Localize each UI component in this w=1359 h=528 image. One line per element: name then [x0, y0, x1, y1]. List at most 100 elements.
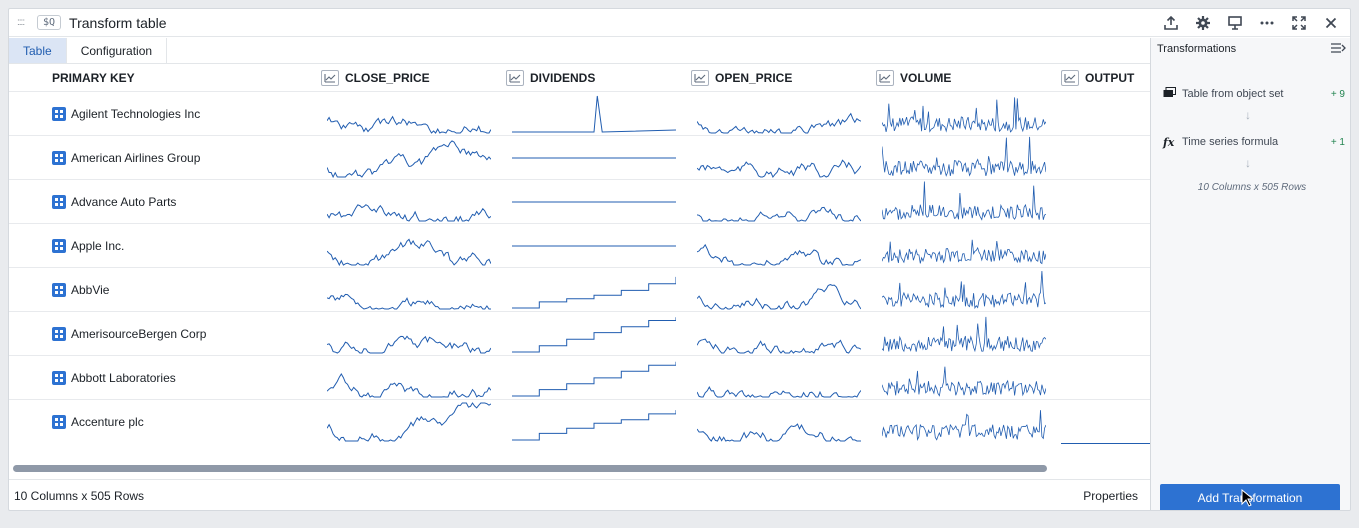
- primary-key-cell[interactable]: Advance Auto Parts: [52, 180, 176, 224]
- object-icon: [52, 151, 66, 165]
- primary-key-cell[interactable]: AmerisourceBergen Corp: [52, 312, 206, 356]
- table-row[interactable]: Agilent Technologies Inc: [9, 91, 1150, 136]
- table-row[interactable]: Abbott Laboratories: [9, 355, 1150, 400]
- step-count: + 9: [1330, 88, 1345, 100]
- sparkline[interactable]: [327, 224, 491, 268]
- object-icon: [52, 239, 66, 253]
- line-chart-icon: [691, 70, 709, 86]
- sparkline-series: [512, 95, 676, 133]
- collapse-panel-icon[interactable]: [1330, 42, 1346, 57]
- drag-handle-icon[interactable]: ::::: [17, 17, 25, 28]
- sparkline[interactable]: [512, 136, 676, 180]
- tab-table[interactable]: Table: [9, 38, 67, 63]
- sparkline-series: [327, 373, 491, 398]
- upload-icon[interactable]: [1160, 12, 1182, 34]
- sparkline[interactable]: [512, 356, 676, 400]
- sparkline[interactable]: [1061, 92, 1150, 136]
- sparkline[interactable]: [512, 180, 676, 224]
- step-table-from-object-set[interactable]: Table from object set + 9: [1163, 85, 1345, 103]
- sparkline[interactable]: [327, 180, 491, 224]
- column-header-output[interactable]: OUTPUT: [1061, 65, 1134, 91]
- sparkline[interactable]: [327, 400, 491, 444]
- sparkline[interactable]: [697, 312, 861, 356]
- title-actions: [1160, 9, 1342, 37]
- sparkline[interactable]: [882, 224, 1046, 268]
- primary-key-cell[interactable]: Abbott Laboratories: [52, 356, 176, 400]
- line-chart-icon: [1061, 70, 1079, 86]
- primary-key-cell[interactable]: Agilent Technologies Inc: [52, 92, 200, 136]
- sparkline[interactable]: [327, 356, 491, 400]
- properties-button[interactable]: Properties: [1083, 489, 1138, 503]
- sparkline[interactable]: [697, 268, 861, 312]
- sparkline[interactable]: [327, 312, 491, 356]
- sparkline[interactable]: [882, 180, 1046, 224]
- table-row[interactable]: Apple Inc.: [9, 223, 1150, 268]
- sparkline[interactable]: [327, 268, 491, 312]
- sparkline-series: [697, 386, 861, 398]
- primary-key-cell[interactable]: Apple Inc.: [52, 224, 124, 268]
- table-row[interactable]: American Airlines Group: [9, 135, 1150, 180]
- primary-key-label: Accenture plc: [71, 415, 144, 429]
- column-header-open-price[interactable]: OPEN_PRICE: [691, 65, 792, 91]
- column-header-dividends[interactable]: DIVIDENDS: [506, 65, 595, 91]
- primary-key-header[interactable]: PRIMARY KEY: [52, 71, 135, 85]
- sparkline[interactable]: [512, 400, 676, 444]
- gear-icon[interactable]: [1192, 12, 1214, 34]
- sparkline-series: [697, 243, 861, 266]
- presentation-icon[interactable]: [1224, 12, 1246, 34]
- sparkline[interactable]: [512, 92, 676, 136]
- object-icon: [52, 415, 66, 429]
- table-row[interactable]: AbbVie: [9, 267, 1150, 312]
- column-header-volume[interactable]: VOLUME: [876, 65, 951, 91]
- sparkline[interactable]: [697, 356, 861, 400]
- arrow-down-icon: ↓: [1245, 108, 1251, 122]
- close-icon[interactable]: [1320, 12, 1342, 34]
- step-time-series-formula[interactable]: fx Time series formula + 1: [1163, 133, 1345, 151]
- sparkline-series: [327, 204, 491, 223]
- sparkline[interactable]: [882, 356, 1046, 400]
- table-row[interactable]: Accenture plc: [9, 399, 1150, 444]
- arrow-down-icon: ↓: [1245, 156, 1251, 170]
- sparkline[interactable]: [882, 400, 1046, 444]
- mouse-cursor-icon: [1241, 489, 1253, 507]
- primary-key-cell[interactable]: Accenture plc: [52, 400, 144, 444]
- sparkline[interactable]: [882, 312, 1046, 356]
- sparkline[interactable]: [327, 92, 491, 136]
- transformations-panel: Transformations Table from object set + …: [1150, 38, 1350, 510]
- column-header-close-price[interactable]: CLOSE_PRICE: [321, 65, 430, 91]
- sparkline[interactable]: [1061, 136, 1150, 180]
- sparkline-series: [327, 238, 491, 267]
- sparkline[interactable]: [882, 268, 1046, 312]
- sparkline[interactable]: [1061, 312, 1150, 356]
- sparkline[interactable]: [1061, 268, 1150, 312]
- sparkline[interactable]: [1061, 180, 1150, 224]
- sparkline[interactable]: [512, 268, 676, 312]
- sparkline-series: [512, 410, 676, 441]
- sparkline[interactable]: [697, 180, 861, 224]
- horizontal-scrollbar[interactable]: [13, 465, 1047, 472]
- sparkline[interactable]: [697, 136, 861, 180]
- sparkline-series: [882, 97, 1046, 133]
- sparkline[interactable]: [327, 136, 491, 180]
- more-icon[interactable]: [1256, 12, 1278, 34]
- table-row[interactable]: AmerisourceBergen Corp: [9, 311, 1150, 356]
- sparkline[interactable]: [697, 400, 861, 444]
- sparkline[interactable]: [512, 224, 676, 268]
- primary-key-cell[interactable]: American Airlines Group: [52, 136, 200, 180]
- sparkline-series: [697, 423, 861, 442]
- sparkline[interactable]: [697, 224, 861, 268]
- sparkline[interactable]: [1061, 356, 1150, 400]
- primary-key-cell[interactable]: AbbVie: [52, 268, 109, 312]
- sparkline[interactable]: [697, 92, 861, 136]
- sparkline[interactable]: [882, 136, 1046, 180]
- table-row[interactable]: Advance Auto Parts: [9, 179, 1150, 224]
- sparkline[interactable]: [882, 92, 1046, 136]
- sparkline[interactable]: [1061, 224, 1150, 268]
- sparkline[interactable]: [512, 312, 676, 356]
- fullscreen-icon[interactable]: [1288, 12, 1310, 34]
- object-icon: [52, 283, 66, 297]
- tab-configuration[interactable]: Configuration: [67, 38, 168, 63]
- sparkline-series: [697, 159, 861, 178]
- sparkline[interactable]: [1061, 400, 1150, 444]
- column-header-label: DIVIDENDS: [530, 71, 596, 85]
